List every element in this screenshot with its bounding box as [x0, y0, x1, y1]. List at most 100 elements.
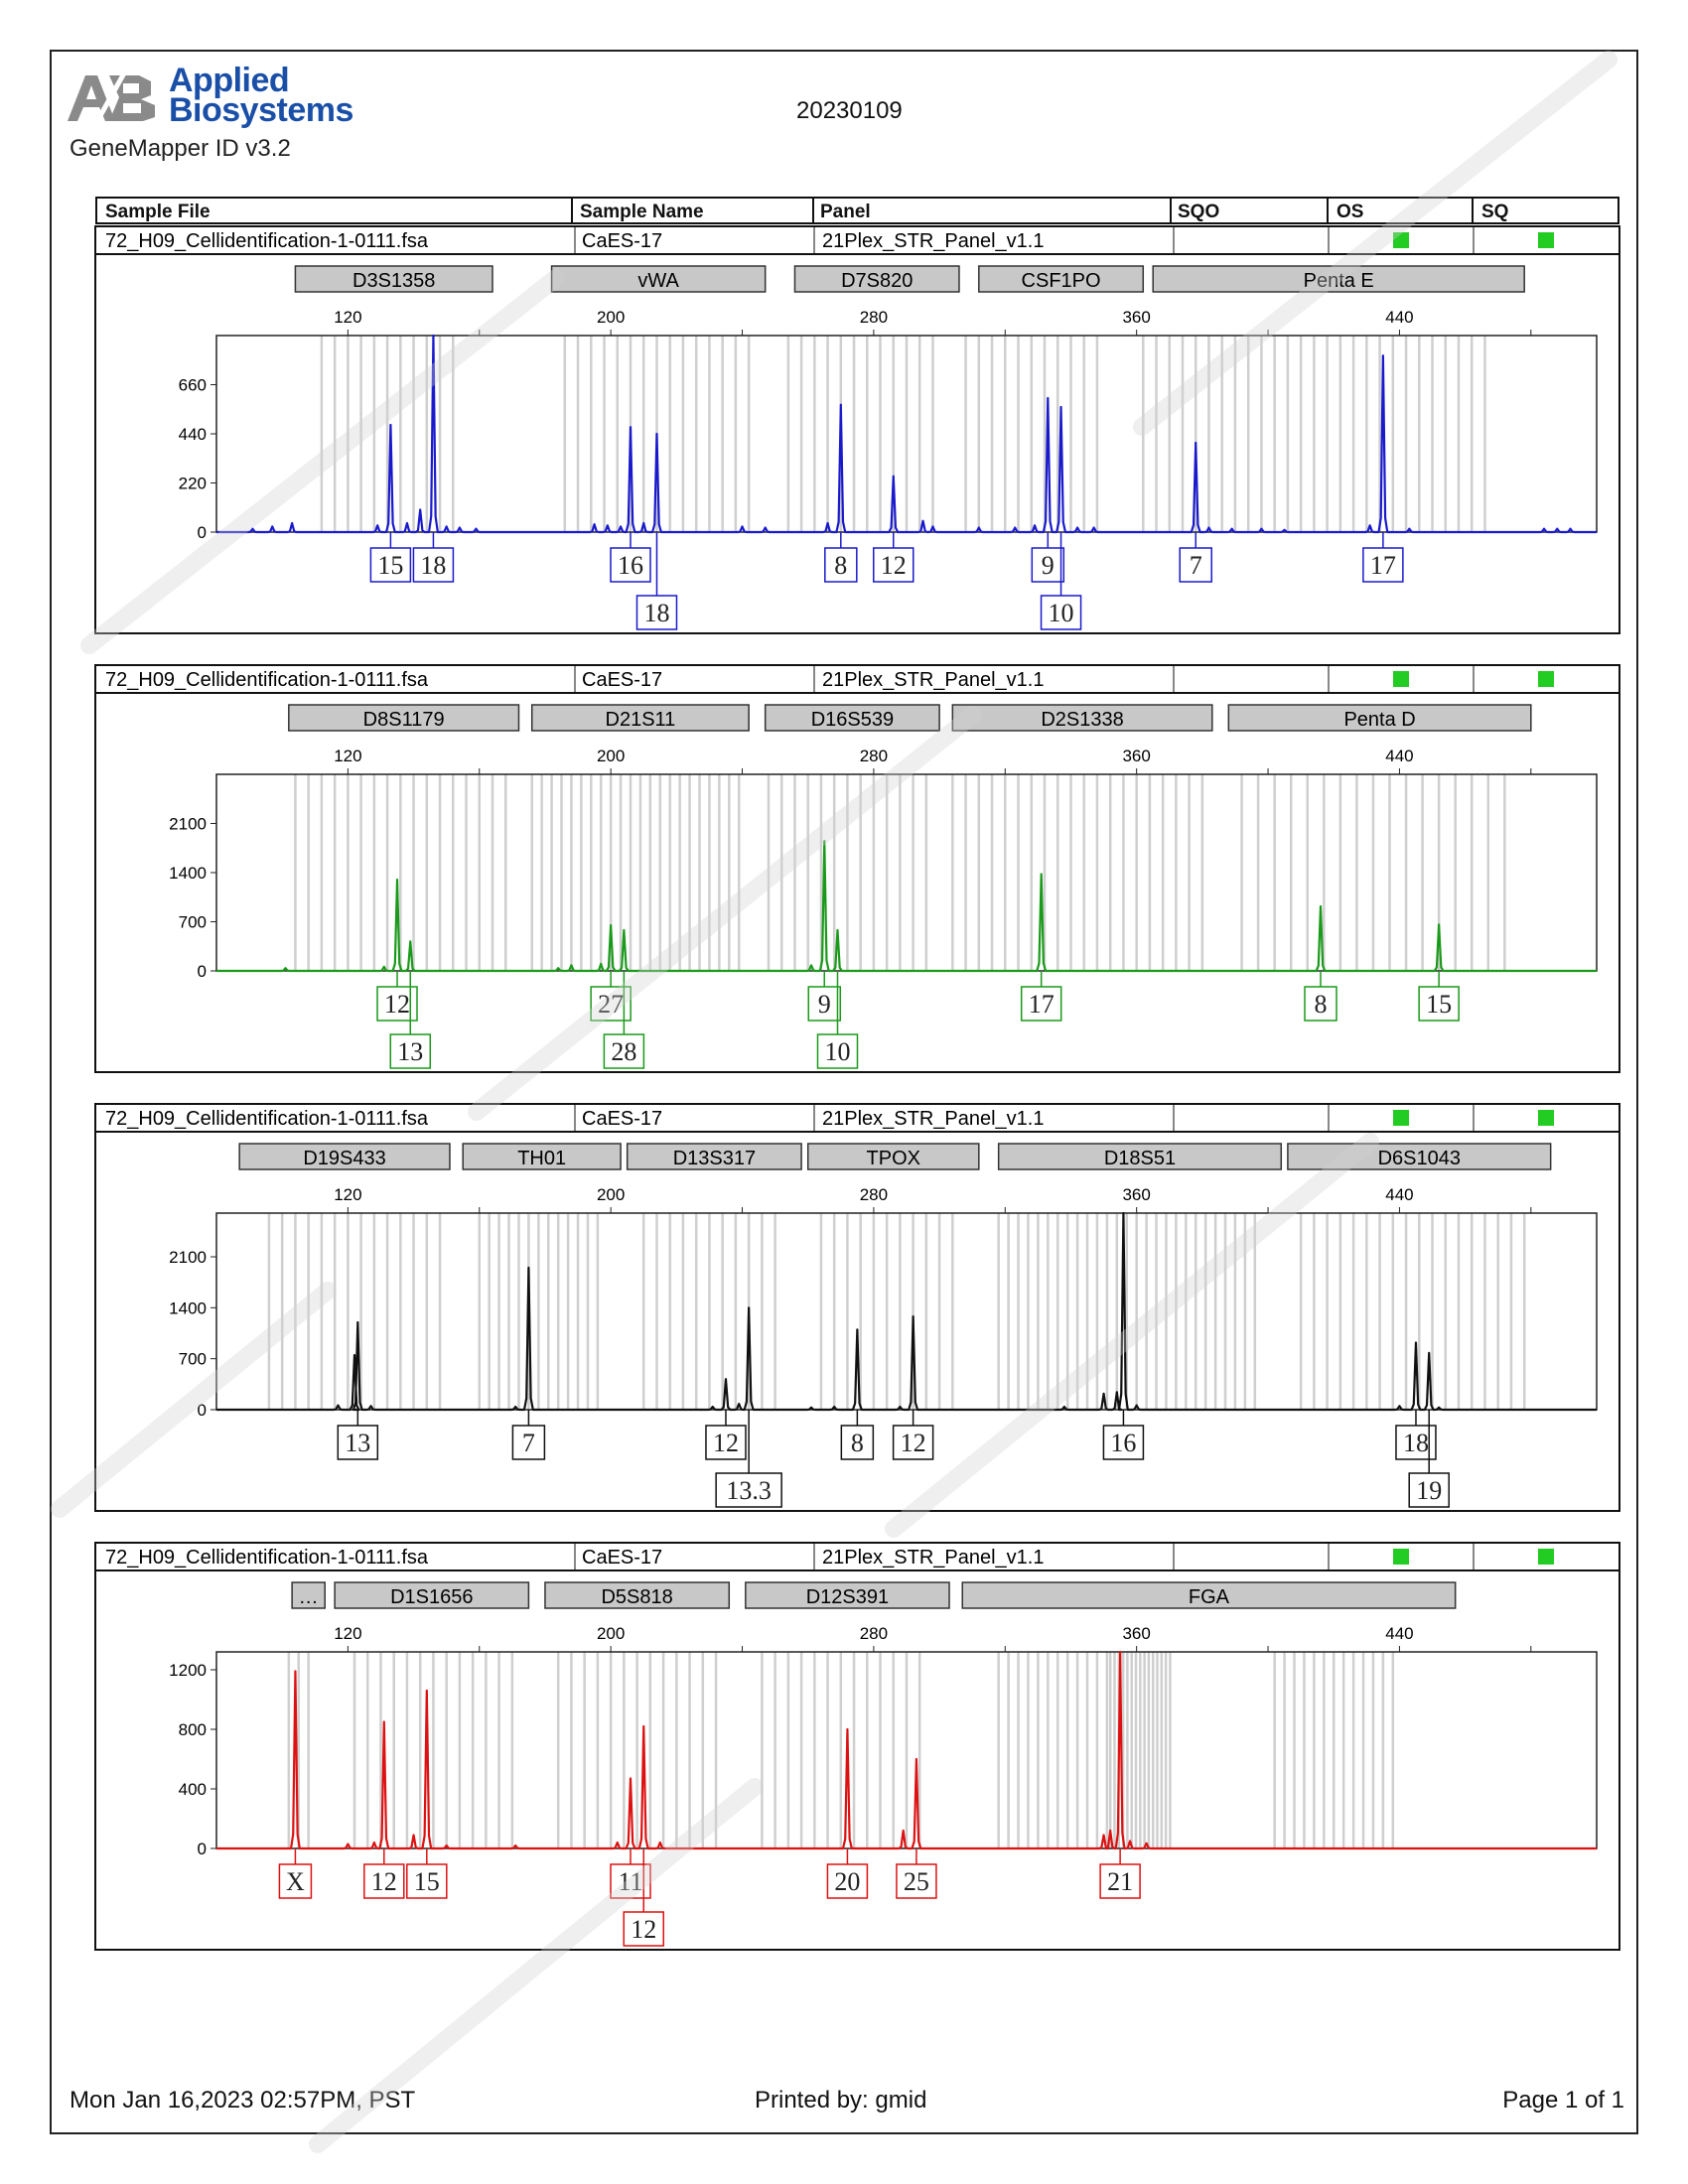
sample-panel-3: 72_H09_Cellidentification-1-0111.fsa CaES… — [94, 1103, 1620, 1512]
peak-point — [902, 1830, 905, 1832]
allele-call-label: 16 — [618, 551, 643, 580]
allele-call-box — [635, 595, 678, 630]
peak-point — [921, 519, 924, 522]
locus-name: D19S433 — [303, 1148, 385, 1169]
run-date: 20230109 — [796, 97, 903, 124]
locus-name: D18S51 — [1104, 1148, 1176, 1169]
sample-info-row — [94, 1542, 1620, 1571]
peak-point — [593, 523, 596, 525]
x-tick-label: 280 — [860, 1185, 888, 1204]
peak-point — [406, 522, 408, 524]
peak-point — [356, 1321, 359, 1323]
allele-call-label: 19 — [1416, 1476, 1442, 1505]
y-tick-label: 220 — [179, 475, 207, 493]
locus-marker-bar — [294, 265, 493, 293]
peak-point — [1076, 526, 1078, 529]
locus-marker-bar — [288, 704, 520, 732]
x-tick-label: 200 — [597, 1185, 625, 1204]
sample-info-row — [94, 1103, 1620, 1133]
locus-marker-bar — [334, 1581, 530, 1609]
locus-name: D16S539 — [811, 709, 894, 731]
sq-status-indicator — [1538, 671, 1554, 687]
sq-status-indicator — [1538, 1549, 1554, 1565]
x-tick-label: 280 — [860, 1624, 888, 1643]
x-tick-label: 440 — [1385, 1185, 1413, 1204]
x-tick-label: 120 — [334, 308, 361, 327]
allele-call-box — [406, 1863, 448, 1899]
allele-call-box — [412, 547, 455, 583]
peak-point — [725, 1378, 727, 1380]
allele-call-box — [610, 547, 651, 583]
peak-point — [284, 967, 287, 969]
allele-call-label: 12 — [901, 1429, 926, 1457]
allele-call-label: 12 — [631, 1915, 656, 1944]
peak-point — [764, 526, 767, 529]
allele-call-label: 15 — [377, 551, 403, 580]
peak-point — [630, 1777, 632, 1780]
peak-point — [1195, 442, 1197, 444]
allele-call-label: 8 — [851, 1429, 864, 1457]
allele-call-label: 11 — [618, 1867, 642, 1896]
x-tick-label: 280 — [860, 747, 888, 765]
locus-name: D3S1358 — [352, 270, 435, 292]
peak-point — [1109, 1830, 1111, 1832]
peak-point — [1116, 1391, 1118, 1394]
x-tick-label: 200 — [597, 308, 625, 327]
x-tick-label: 200 — [597, 747, 625, 765]
allele-call-label: 12 — [384, 990, 410, 1019]
column-header-sq: SQ — [1481, 202, 1509, 222]
peak-point — [1438, 923, 1440, 926]
locus-marker-bar — [530, 704, 750, 732]
fluorescence-trace — [216, 1211, 1597, 1412]
peak-point — [412, 1834, 415, 1837]
page-frame — [50, 50, 1638, 2134]
peak-point — [475, 527, 478, 530]
allele-call-box — [840, 1425, 875, 1460]
peak-point — [271, 525, 274, 528]
peak-point — [445, 1844, 448, 1846]
locus-name: FGA — [1189, 1586, 1230, 1608]
y-tick-label: 0 — [198, 523, 207, 542]
locus-name: Penta E — [1304, 270, 1374, 292]
locus-name: D2S1338 — [1041, 709, 1123, 731]
peak-point — [1260, 527, 1263, 530]
locus-name: D7S820 — [841, 270, 913, 292]
sample-info-row — [94, 225, 1620, 255]
peak-point — [1014, 526, 1017, 529]
peak-point — [915, 1758, 917, 1760]
allele-call-label: 9 — [1042, 551, 1055, 580]
allele-call-label: 15 — [1426, 990, 1452, 1019]
peak-point — [856, 1328, 859, 1331]
y-tick-label: 0 — [198, 962, 207, 981]
allele-call-box — [824, 547, 858, 583]
peak-point — [600, 963, 603, 965]
allele-call-label: 8 — [834, 551, 847, 580]
locus-marker-bar — [462, 1143, 622, 1170]
allele-call-label: 18 — [420, 551, 446, 580]
locus-marker-bar — [978, 265, 1145, 293]
allele-call-label: 10 — [825, 1037, 851, 1066]
allele-call-label: 28 — [611, 1037, 636, 1066]
locus-name: TH01 — [517, 1148, 566, 1169]
os-status-indicator — [1393, 1110, 1409, 1126]
peak-point — [347, 1843, 350, 1845]
locus-marker-bar — [1152, 265, 1525, 293]
peak-point — [396, 879, 398, 881]
peak-point — [1556, 527, 1559, 530]
allele-call-label: 12 — [371, 1867, 397, 1896]
peak-point — [1145, 1842, 1148, 1844]
peak-point — [1059, 406, 1062, 408]
y-tick-label: 1400 — [169, 1298, 207, 1317]
peak-point — [711, 1406, 714, 1408]
sample-name: CaES-17 — [582, 230, 662, 252]
allele-call-box — [369, 547, 412, 583]
peak-point — [1230, 527, 1233, 530]
peak-point — [1102, 1393, 1105, 1395]
peak-point — [616, 1842, 619, 1843]
peak-point — [445, 525, 448, 528]
peak-point — [899, 1406, 902, 1408]
peak-point — [369, 1405, 372, 1408]
sample-name: CaES-17 — [582, 1108, 662, 1130]
locus-marker-bar — [961, 1581, 1457, 1609]
peak-point — [382, 1720, 385, 1723]
